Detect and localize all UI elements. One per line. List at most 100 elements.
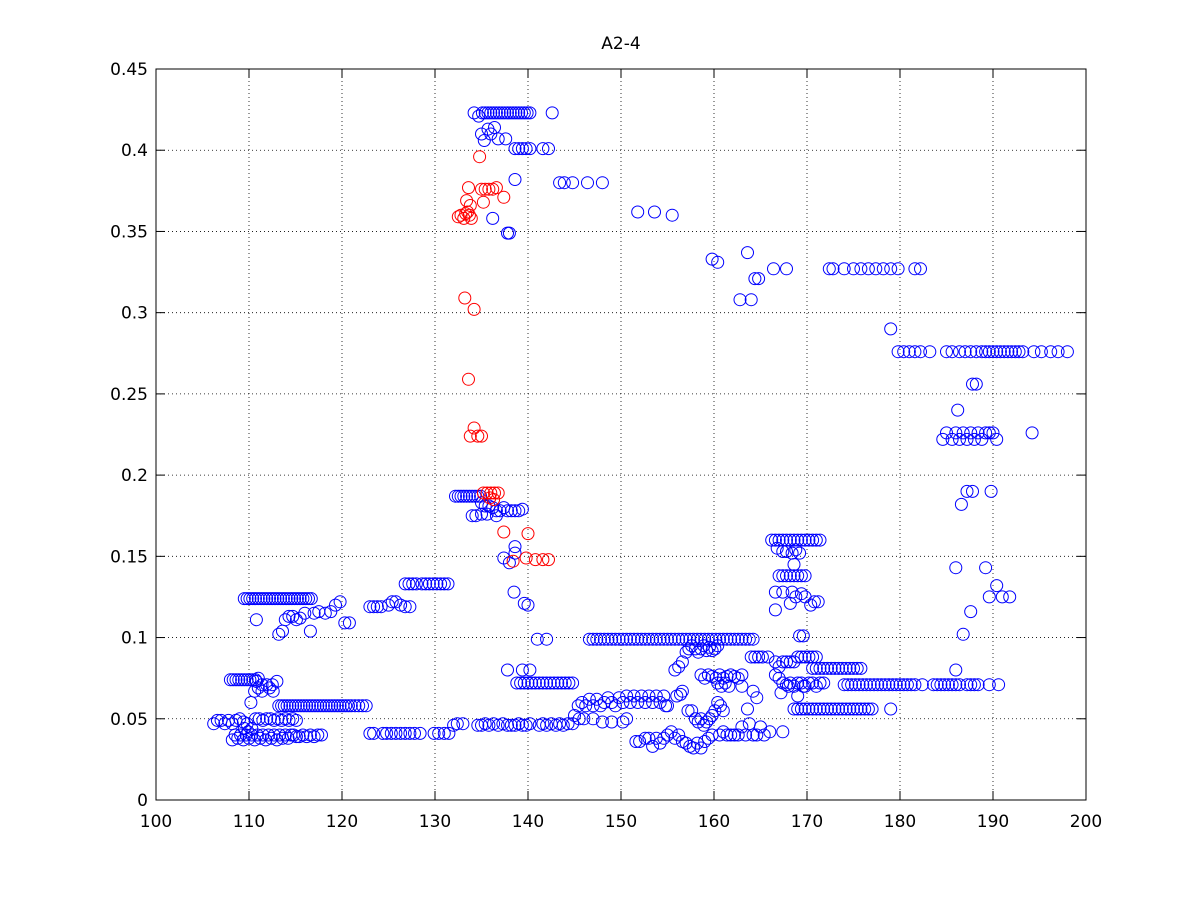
data-point bbox=[720, 632, 734, 646]
data-point bbox=[882, 678, 896, 692]
data-point bbox=[300, 699, 314, 713]
y-tick-label: 0.2 bbox=[121, 466, 148, 486]
data-point bbox=[605, 632, 619, 646]
data-point bbox=[809, 679, 823, 693]
data-point bbox=[427, 726, 441, 740]
data-point bbox=[657, 689, 671, 703]
data-point bbox=[783, 596, 797, 610]
data-point bbox=[471, 429, 485, 443]
data-point bbox=[359, 699, 373, 713]
data-point bbox=[768, 668, 782, 682]
data-point bbox=[605, 715, 619, 729]
data-point bbox=[979, 561, 993, 575]
data-point bbox=[509, 106, 523, 120]
data-point bbox=[1005, 345, 1019, 359]
data-point bbox=[694, 632, 708, 646]
data-point bbox=[374, 600, 388, 614]
data-point bbox=[861, 702, 875, 716]
data-point bbox=[653, 736, 667, 750]
data-point bbox=[430, 577, 444, 591]
data-point bbox=[240, 592, 254, 606]
data-point bbox=[577, 712, 591, 726]
data-point bbox=[780, 569, 793, 583]
data-point bbox=[772, 533, 786, 547]
data-point bbox=[210, 713, 224, 727]
data-point bbox=[731, 728, 745, 742]
data-point bbox=[376, 726, 390, 740]
data-point bbox=[752, 650, 766, 664]
data-point bbox=[720, 728, 734, 742]
data-point bbox=[545, 106, 559, 120]
data-point bbox=[863, 678, 877, 692]
data-point bbox=[223, 673, 237, 687]
data-point bbox=[542, 553, 555, 567]
data-point bbox=[804, 598, 818, 612]
data-point bbox=[475, 182, 488, 196]
data-point bbox=[783, 676, 797, 690]
data-point bbox=[796, 679, 810, 693]
data-point bbox=[260, 678, 274, 692]
data-point bbox=[275, 699, 289, 713]
data-point bbox=[289, 730, 303, 744]
data-point bbox=[975, 345, 989, 359]
data-point bbox=[826, 262, 840, 276]
data-point bbox=[279, 592, 293, 606]
data-point bbox=[547, 676, 561, 690]
data-point bbox=[501, 663, 514, 677]
data-point bbox=[813, 676, 827, 690]
data-point bbox=[508, 540, 522, 554]
data-point bbox=[478, 499, 492, 513]
data-point bbox=[845, 678, 859, 692]
data-point bbox=[945, 432, 959, 446]
data-point bbox=[904, 678, 918, 692]
data-point bbox=[419, 577, 433, 591]
data-point bbox=[690, 736, 704, 750]
data-point bbox=[273, 728, 287, 742]
data-point bbox=[850, 702, 864, 716]
data-point bbox=[794, 702, 808, 716]
data-point bbox=[333, 699, 347, 713]
data-point bbox=[342, 699, 355, 713]
data-point bbox=[315, 728, 328, 742]
data-point bbox=[900, 678, 914, 692]
data-point bbox=[956, 426, 970, 440]
data-point bbox=[506, 554, 520, 568]
data-point bbox=[750, 691, 764, 705]
data-point bbox=[698, 671, 712, 685]
data-point bbox=[776, 545, 790, 558]
data-point bbox=[298, 606, 312, 620]
data-point bbox=[869, 262, 883, 276]
data-point bbox=[370, 600, 384, 614]
data-point bbox=[966, 377, 979, 391]
data-point bbox=[286, 699, 300, 713]
data-point bbox=[450, 717, 464, 731]
data-point bbox=[489, 181, 503, 195]
data-point bbox=[839, 661, 853, 675]
data-point bbox=[711, 639, 725, 653]
data-point bbox=[949, 678, 963, 692]
data-point bbox=[960, 484, 974, 498]
y-tick-label: 0.25 bbox=[110, 385, 148, 405]
data-point bbox=[272, 627, 286, 641]
data-point bbox=[735, 632, 749, 646]
data-point bbox=[768, 533, 782, 547]
data-point bbox=[780, 545, 793, 558]
data-point bbox=[504, 504, 518, 518]
data-point bbox=[623, 632, 637, 646]
data-point bbox=[806, 676, 820, 690]
data-point bbox=[956, 627, 970, 641]
data-point bbox=[249, 673, 262, 687]
data-point bbox=[850, 661, 864, 675]
data-point bbox=[646, 632, 660, 646]
data-point bbox=[294, 699, 308, 713]
data-point bbox=[241, 725, 255, 739]
data-point bbox=[750, 728, 764, 742]
data-point bbox=[311, 699, 325, 713]
data-point bbox=[398, 600, 412, 614]
data-point bbox=[475, 106, 489, 120]
data-point bbox=[798, 702, 812, 716]
data-point bbox=[255, 684, 269, 698]
data-point bbox=[487, 493, 501, 506]
x-tick-label: 180 bbox=[884, 812, 916, 832]
data-point bbox=[333, 595, 347, 609]
